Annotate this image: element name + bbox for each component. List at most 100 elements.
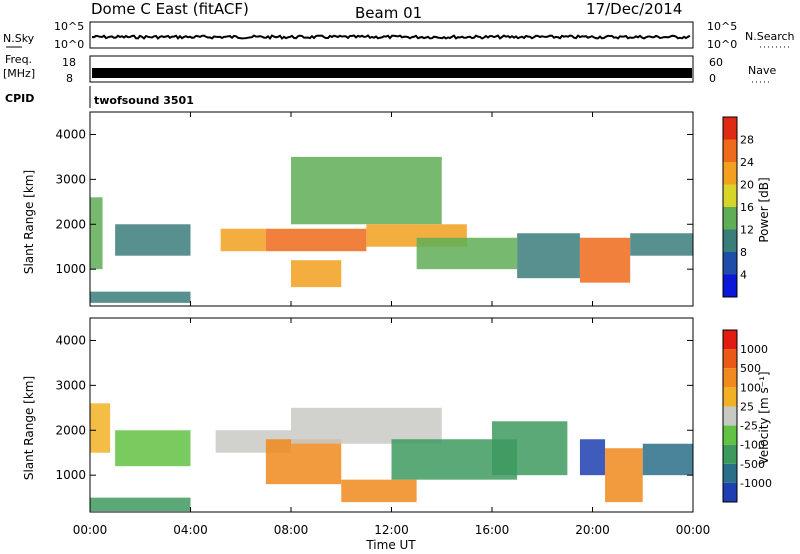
x-axis-label: Time UT — [365, 538, 416, 552]
power-panel: 1000 2000 3000 4000 Slant Range [km] 4 8 12 16… — [22, 111, 771, 307]
freq-label-bottom: [MHz] — [3, 67, 35, 80]
power-colorbar: 4 8 12 16 20 24 28 — [722, 116, 754, 298]
power-cells — [90, 156, 693, 303]
freq-panel: Freq. [MHz] 18 8 60 0 Nave — [3, 53, 776, 85]
heatmap-cell — [220, 228, 266, 252]
nsearch-label: N.Search — [745, 30, 795, 43]
y-tick-label: 4000 — [55, 127, 86, 141]
freq-frame — [89, 55, 694, 83]
y-tick-label: 2000 — [55, 423, 86, 437]
colorbar-segment — [723, 139, 737, 162]
heatmap-cell — [579, 439, 606, 476]
colorbar-segment — [723, 162, 737, 185]
colorbar-tick-label: -500 — [740, 458, 765, 471]
heatmap-cell — [579, 237, 631, 283]
power-y-ticks: 1000 2000 3000 4000 — [55, 127, 693, 276]
x-tick-label: 16:00 — [475, 523, 510, 537]
date-title: 17/Dec/2014 — [586, 0, 682, 18]
station-title: Dome C East (fitACF) — [91, 0, 249, 18]
nsky-tick-top: 10^5 — [54, 20, 84, 33]
colorbar-segment — [723, 184, 737, 207]
colorbar-segment — [723, 463, 737, 483]
y-tick-label: 3000 — [55, 172, 86, 186]
nsky-label: N.Sky — [3, 32, 35, 45]
heatmap-cell — [492, 421, 568, 476]
heatmap-cell — [90, 497, 191, 512]
heatmap-cell — [291, 260, 342, 288]
heatmap-cell — [115, 224, 191, 256]
colorbar-tick-label: 28 — [740, 134, 754, 147]
x-tick-label: 00:00 — [73, 523, 108, 537]
velocity-colorbar-label: Velocity [m s⁻¹] — [757, 371, 771, 464]
colorbar-tick-label: 100 — [740, 381, 761, 394]
x-tick-label: 04:00 — [173, 523, 208, 537]
colorbar-segment — [723, 387, 737, 407]
power-y-label: Slant Range [km] — [22, 170, 36, 274]
heatmap-cell — [90, 403, 111, 453]
colorbar-tick-label: 12 — [740, 224, 754, 237]
colorbar-tick-label: -1000 — [740, 477, 772, 490]
heatmap-cell — [605, 448, 643, 503]
heatmap-cell — [291, 156, 442, 225]
x-tick-label: 00:00 — [676, 523, 711, 537]
colorbar-segment — [723, 349, 737, 369]
heatmap-cell — [291, 407, 442, 444]
freq-trace — [92, 68, 692, 78]
x-axis-ticks: 00:00 04:00 08:00 12:00 16:00 20:00 00:00 — [73, 112, 711, 537]
colorbar-segment — [723, 117, 737, 140]
velocity-cells — [90, 403, 693, 512]
colorbar-segment — [723, 229, 737, 252]
heatmap-cell — [630, 233, 693, 256]
heatmap-cell — [115, 430, 191, 467]
colorbar-segment — [723, 368, 737, 388]
freq-label-top: Freq. — [5, 53, 32, 66]
nsky-panel: N.Sky 10^5 10^0 10^5 10^0 N.Search — [3, 20, 795, 51]
power-colorbar-label: Power [dB] — [757, 177, 771, 242]
colorbar-tick-label: 500 — [740, 362, 761, 375]
velocity-y-ticks: 1000 2000 3000 4000 — [55, 333, 693, 482]
nsky-trace — [91, 34, 691, 40]
colorbar-tick-label: 24 — [740, 156, 754, 169]
x-tick-label: 12:00 — [374, 523, 409, 537]
heatmap-cell — [265, 439, 342, 485]
colorbar-tick-label: 4 — [740, 269, 747, 282]
colorbar-segment — [723, 207, 737, 230]
cpid-label: CPID — [5, 92, 34, 105]
nsearch-tick-bottom: 10^0 — [707, 38, 737, 51]
velocity-y-label: Slant Range [km] — [22, 376, 36, 480]
heatmap-cell — [90, 291, 191, 303]
cpid-value: twofsound 3501 — [94, 94, 194, 107]
y-tick-label: 2000 — [55, 217, 86, 231]
nave-tick-top: 60 — [709, 56, 723, 69]
heatmap-cell — [517, 233, 580, 279]
y-tick-label: 4000 — [55, 333, 86, 347]
velocity-panel: 1000 2000 3000 4000 Slant Range [km] 1000 50… — [22, 317, 772, 513]
velocity-colorbar: 1000 500 100 25 -25 -100 -500 -1000 — [722, 329, 772, 503]
colorbar-tick-label: 20 — [740, 179, 754, 192]
freq-tick-bottom: 8 — [66, 72, 73, 85]
x-tick-label: 20:00 — [575, 523, 610, 537]
nsky-tick-bottom: 10^0 — [54, 38, 84, 51]
colorbar-tick-label: 16 — [740, 201, 754, 214]
heatmap-cell — [341, 479, 417, 503]
heatmap-cell — [642, 443, 693, 476]
cpid-panel: CPID twofsound 3501 — [5, 86, 194, 108]
heatmap-cell — [265, 228, 367, 252]
nave-label: Nave — [748, 64, 776, 77]
y-tick-label: 1000 — [55, 262, 86, 276]
colorbar-tick-label: -25 — [740, 420, 758, 433]
nsky-frame — [89, 21, 694, 49]
x-tick-label: 08:00 — [274, 523, 309, 537]
colorbar-segment — [723, 425, 737, 445]
colorbar-segment — [723, 330, 737, 350]
colorbar-segment — [723, 252, 737, 275]
freq-tick-top: 18 — [62, 56, 76, 69]
y-tick-label: 3000 — [55, 378, 86, 392]
colorbar-segment — [723, 406, 737, 426]
colorbar-frame — [722, 329, 738, 503]
colorbar-frame — [722, 116, 738, 298]
heatmap-cell — [416, 237, 518, 270]
colorbar-segment — [723, 444, 737, 464]
colorbar-tick-label: 8 — [740, 246, 747, 259]
